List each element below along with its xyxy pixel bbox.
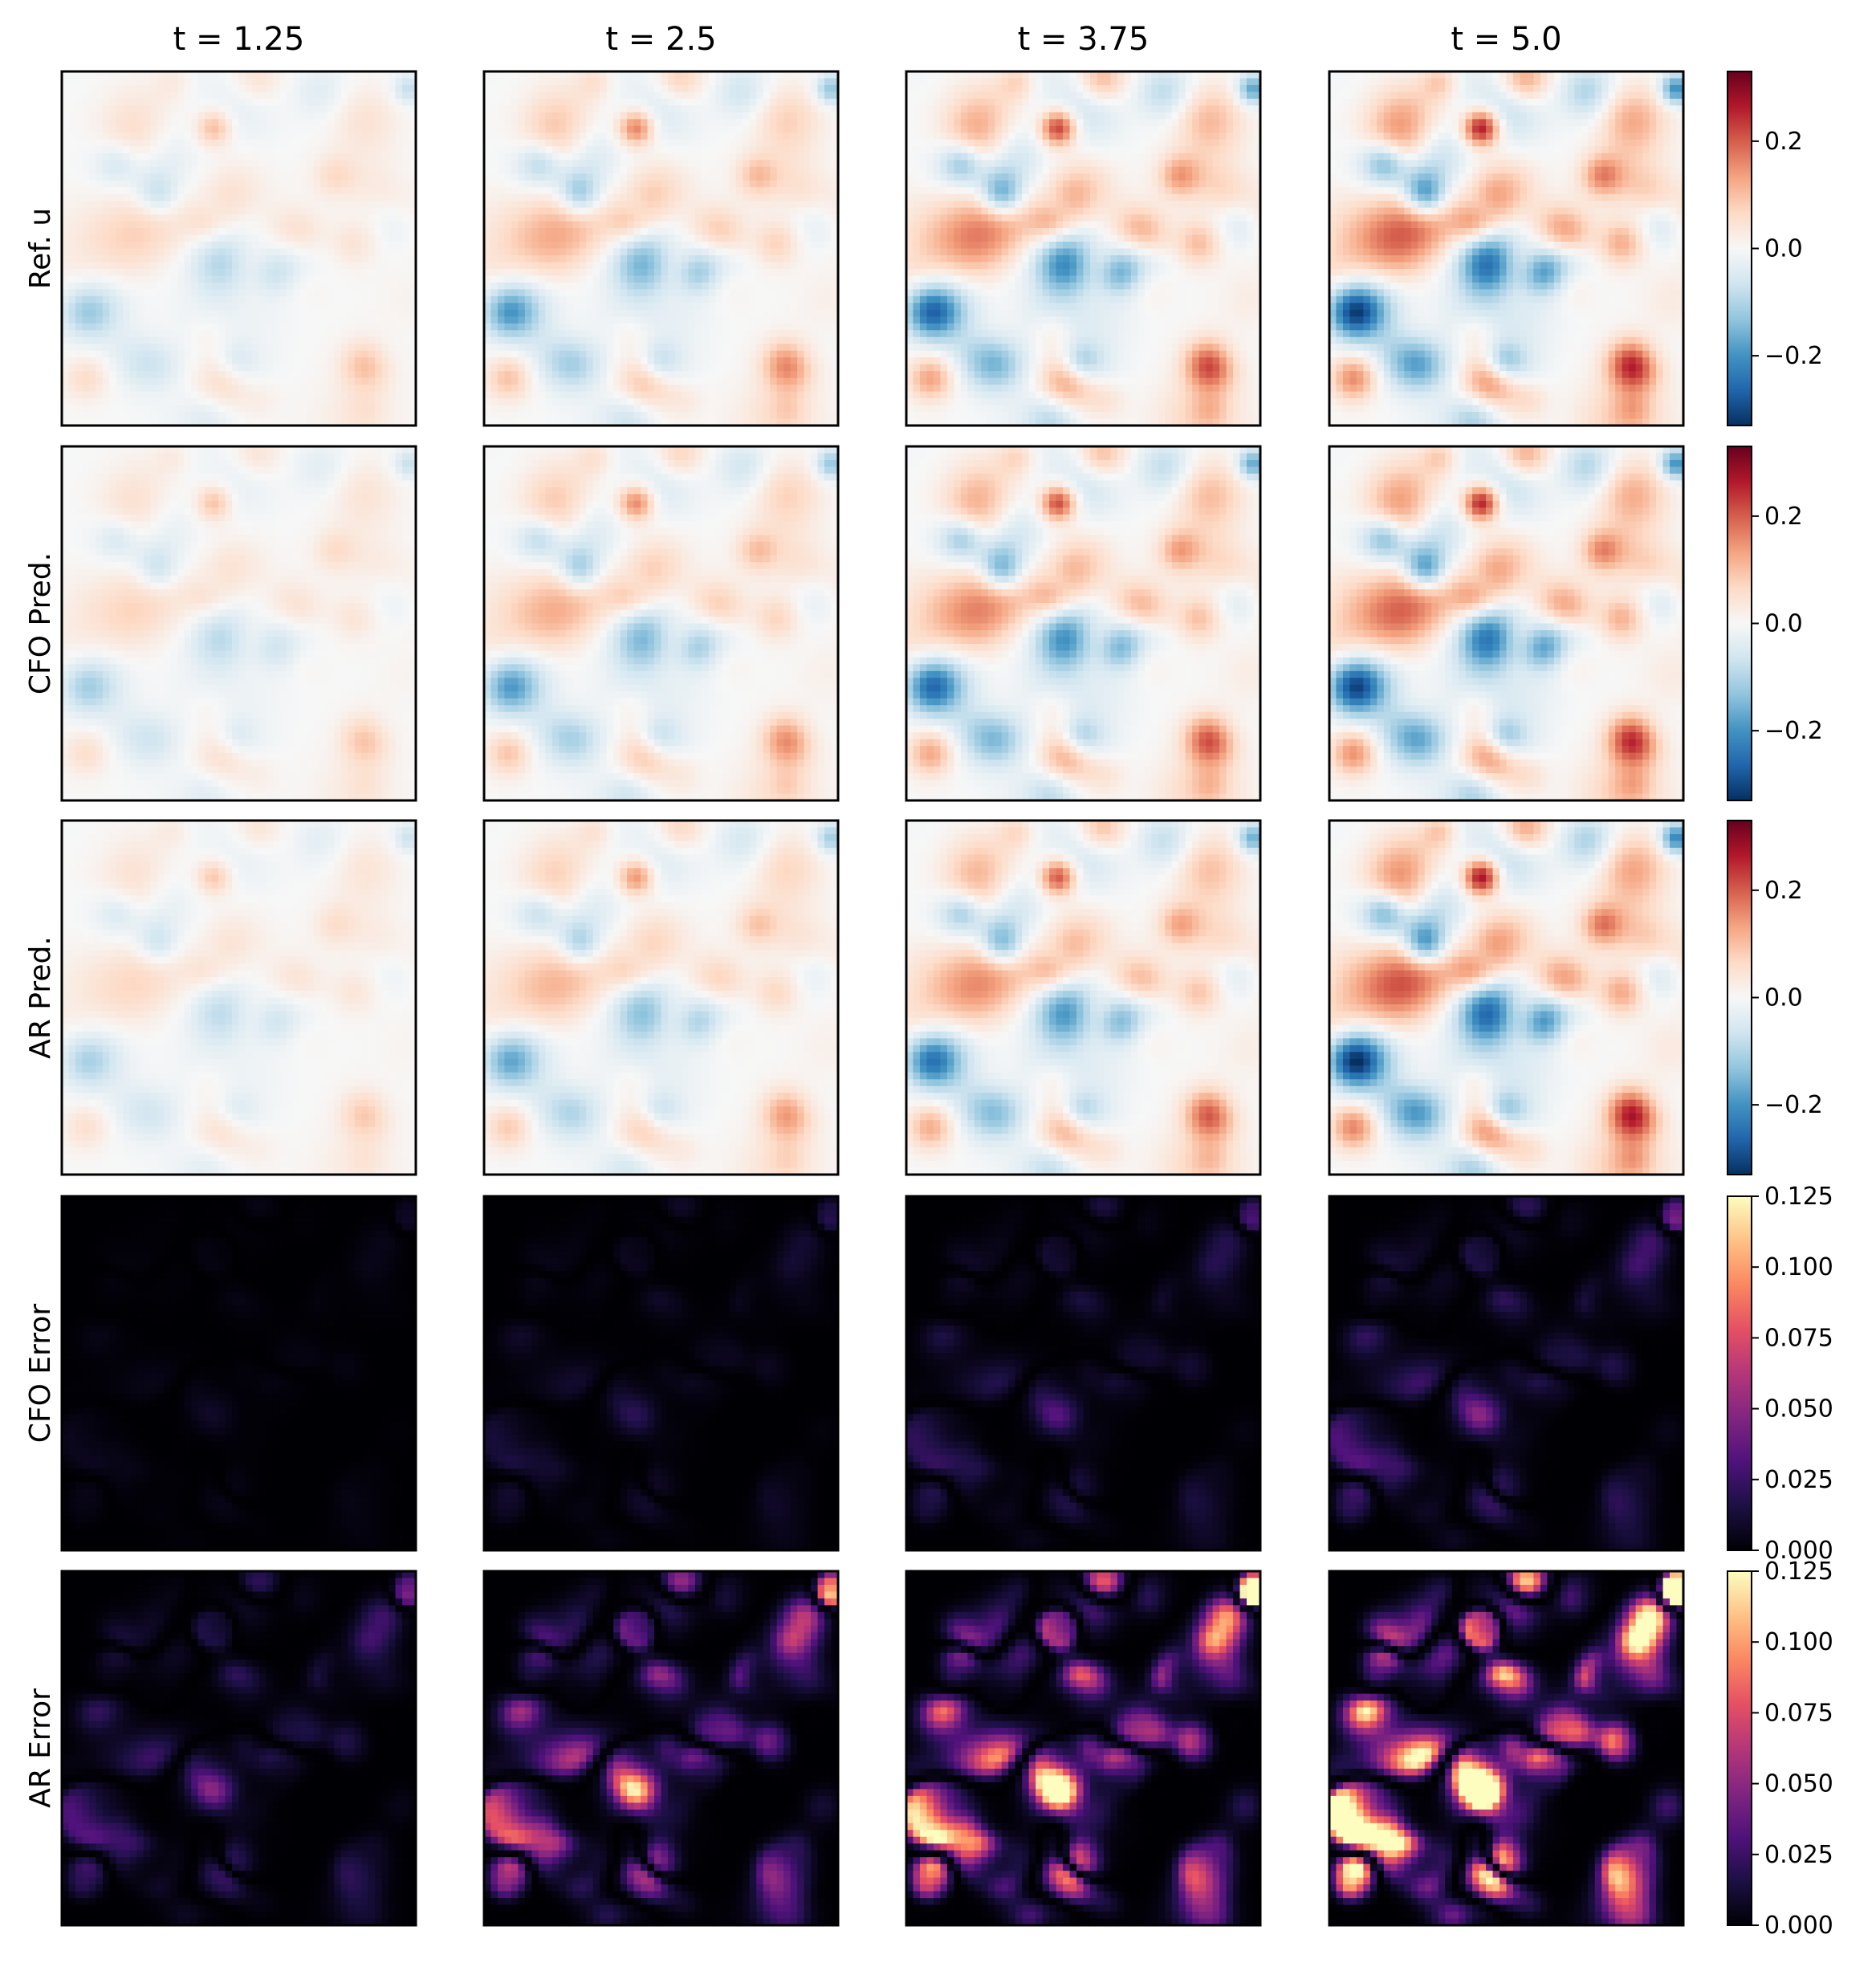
row-labels: Ref. u CFO Pred. AR Pred. CFO Error AR Error xyxy=(24,208,57,1808)
colorbar-0: 0.2 0.0 −0.2 xyxy=(1727,71,1823,426)
colorbar-tick-label: 0.025 xyxy=(1764,1466,1833,1494)
colorbar-tick-label: 0.050 xyxy=(1764,1770,1833,1798)
heatmap-panel-r4-c1 xyxy=(484,1571,839,1926)
colorbar-tick-label: 0.025 xyxy=(1764,1841,1833,1869)
colorbar-tick-label: 0.2 xyxy=(1764,128,1803,156)
heatmap-panel-r0-c3 xyxy=(1329,71,1684,426)
heatmap-panel-r4-c2 xyxy=(906,1571,1261,1926)
heatmap-panel-r3-c2 xyxy=(906,1196,1261,1551)
column-title-0: t = 1.25 xyxy=(173,21,305,58)
colorbar-tick-label: 0.125 xyxy=(1764,1183,1833,1211)
colorbar-tick-label: 0.075 xyxy=(1764,1699,1833,1727)
row-label-0: Ref. u xyxy=(24,208,57,289)
colorbar-tick-label: 0.050 xyxy=(1764,1395,1833,1423)
heatmap-panel-r4-c3 xyxy=(1329,1571,1684,1926)
colorbar-tick-label: 0.125 xyxy=(1764,1558,1833,1586)
colorbar-tick-label: 0.0 xyxy=(1764,984,1803,1012)
colorbar-4: 0.125 0.100 0.075 0.050 0.025 0.000 xyxy=(1727,1558,1833,1940)
heatmap-panel-r1-c0 xyxy=(62,446,417,801)
heatmap-panel-r3-c1 xyxy=(484,1196,839,1551)
colorbar-gradient xyxy=(1727,446,1752,800)
colorbar-tick-label: 0.0 xyxy=(1764,610,1803,638)
column-titles: t = 1.25 t = 2.5 t = 3.75 t = 5.0 xyxy=(173,21,1562,58)
heatmap-panel-r2-c0 xyxy=(62,821,417,1175)
colorbar-tick-label: 0.100 xyxy=(1764,1628,1833,1656)
heatmap-panel-r1-c1 xyxy=(484,446,839,801)
heatmap-panel-r2-c2 xyxy=(906,821,1261,1175)
colorbar-tick-label: −0.2 xyxy=(1764,342,1823,370)
heatmap-panel-r0-c0 xyxy=(62,71,417,426)
heatmap-panel-r4-c0 xyxy=(62,1571,417,1926)
colorbar-tick-label: 0.2 xyxy=(1764,503,1803,531)
colorbar-1: 0.2 0.0 −0.2 xyxy=(1727,446,1823,800)
colorbar-2: 0.2 0.0 −0.2 xyxy=(1727,821,1823,1175)
colorbar-tick-label: 0.100 xyxy=(1764,1253,1833,1281)
heatmap-panel-r2-c3 xyxy=(1329,821,1684,1175)
heatmap-panel-r1-c2 xyxy=(906,446,1261,801)
colorbar-tick-label: 0.2 xyxy=(1764,877,1803,905)
row-label-1: CFO Pred. xyxy=(24,552,57,694)
column-title-3: t = 5.0 xyxy=(1451,21,1561,58)
colorbar-gradient xyxy=(1727,71,1752,426)
colorbar-tick-label: −0.2 xyxy=(1764,1091,1823,1119)
heatmap-panel-r3-c0 xyxy=(62,1196,417,1551)
colorbar-tick-label: 0.000 xyxy=(1764,1912,1833,1940)
colorbar-gradient xyxy=(1727,1196,1752,1550)
row-label-4: AR Error xyxy=(24,1688,57,1808)
colorbars: 0.2 0.0 −0.2 0.2 0.0 −0.2 0.2 0.0 −0.2 0.125 0.100… xyxy=(1727,71,1833,1940)
heatmap-panel-r0-c1 xyxy=(484,71,839,426)
colorbar-gradient xyxy=(1727,1571,1752,1925)
colorbar-tick-label: −0.2 xyxy=(1764,717,1823,745)
heatmap-panels xyxy=(62,71,1684,1926)
heatmap-panel-r3-c3 xyxy=(1329,1196,1684,1551)
colorbar-gradient xyxy=(1727,821,1752,1175)
heatmap-panel-r1-c3 xyxy=(1329,446,1684,801)
colorbar-tick-label: 0.075 xyxy=(1764,1324,1833,1352)
row-label-2: AR Pred. xyxy=(24,936,57,1059)
heatmap-panel-r0-c2 xyxy=(906,71,1261,426)
column-title-1: t = 2.5 xyxy=(605,21,716,58)
row-label-3: CFO Error xyxy=(24,1304,57,1444)
colorbar-tick-label: 0.0 xyxy=(1764,235,1803,263)
column-title-2: t = 3.75 xyxy=(1018,21,1150,58)
heatmap-panel-r2-c1 xyxy=(484,821,839,1175)
